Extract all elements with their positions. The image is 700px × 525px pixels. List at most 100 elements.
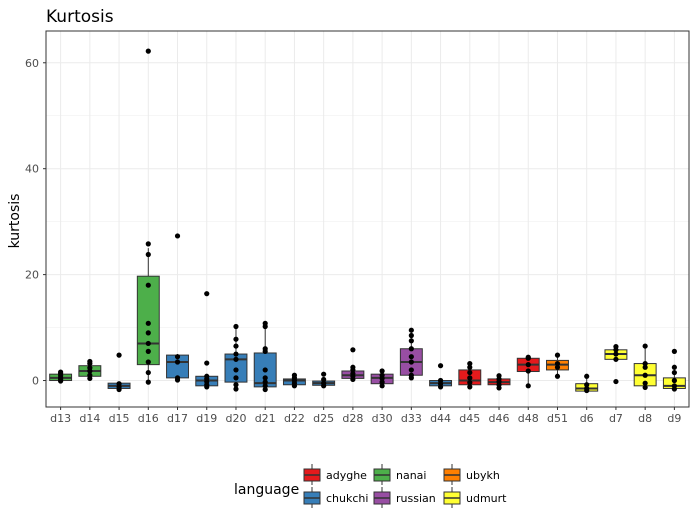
legend-item-adyghe: adyghe bbox=[303, 464, 367, 485]
data-point bbox=[408, 367, 414, 373]
y-tick-label: 60 bbox=[25, 57, 39, 70]
data-point bbox=[408, 372, 414, 378]
x-tick-label: d48 bbox=[518, 412, 539, 425]
legend-title: language bbox=[234, 482, 299, 498]
data-point bbox=[671, 369, 677, 376]
data-point bbox=[408, 338, 414, 344]
data-point bbox=[496, 373, 502, 379]
data-point bbox=[613, 344, 619, 350]
legend-label: russian bbox=[396, 492, 436, 505]
data-point bbox=[174, 233, 181, 239]
data-point bbox=[613, 351, 619, 357]
data-point bbox=[58, 369, 64, 375]
data-point bbox=[437, 377, 444, 384]
box-d8 bbox=[633, 343, 657, 391]
data-point bbox=[321, 371, 327, 377]
legend-label: nanai bbox=[396, 469, 426, 482]
data-point bbox=[467, 369, 473, 376]
data-point bbox=[145, 379, 151, 385]
data-point bbox=[350, 364, 356, 370]
legend-label: adyghe bbox=[326, 469, 367, 482]
x-tick-label: d22 bbox=[284, 412, 305, 425]
box-d13 bbox=[49, 369, 73, 384]
y-tick-label: 20 bbox=[25, 269, 39, 282]
box-d51 bbox=[546, 352, 569, 379]
data-point bbox=[174, 354, 181, 360]
data-point bbox=[262, 367, 268, 373]
data-point bbox=[525, 383, 531, 389]
data-point bbox=[671, 364, 677, 370]
data-point bbox=[174, 359, 181, 365]
data-point bbox=[321, 380, 327, 386]
data-point bbox=[262, 375, 268, 381]
data-point bbox=[145, 241, 151, 247]
data-point bbox=[525, 362, 531, 368]
box-d48 bbox=[516, 354, 540, 389]
data-point bbox=[145, 340, 151, 347]
data-point bbox=[87, 358, 93, 365]
legend-item-nanai: nanai bbox=[373, 464, 426, 485]
x-tick-label: d25 bbox=[313, 412, 334, 425]
data-point bbox=[262, 379, 268, 385]
data-point bbox=[642, 360, 648, 367]
x-tick-label: d14 bbox=[79, 412, 100, 425]
data-point bbox=[145, 251, 151, 258]
legend-label: ubykh bbox=[466, 469, 500, 482]
chart-title: Kurtosis bbox=[46, 7, 114, 27]
data-point bbox=[467, 380, 473, 386]
data-point bbox=[671, 377, 677, 384]
data-point bbox=[233, 356, 239, 362]
data-point bbox=[525, 354, 531, 360]
data-point bbox=[525, 368, 531, 374]
box-d17 bbox=[166, 233, 189, 383]
x-tick-label: d28 bbox=[342, 412, 363, 425]
data-point bbox=[584, 385, 590, 392]
data-point bbox=[642, 380, 648, 386]
data-point bbox=[116, 352, 122, 358]
data-point bbox=[408, 327, 414, 333]
data-point bbox=[87, 365, 93, 371]
data-point bbox=[233, 386, 239, 392]
data-point bbox=[233, 382, 239, 388]
data-point bbox=[174, 375, 181, 381]
data-point bbox=[145, 320, 151, 326]
data-point bbox=[584, 373, 590, 379]
data-point bbox=[379, 368, 385, 374]
data-point bbox=[613, 378, 619, 385]
data-point bbox=[145, 359, 151, 365]
box-d28 bbox=[341, 347, 365, 383]
data-point bbox=[408, 332, 414, 339]
data-point bbox=[554, 360, 561, 367]
data-point bbox=[145, 348, 151, 354]
legend-item-ubykh: ubykh bbox=[443, 464, 500, 485]
data-point bbox=[437, 363, 444, 369]
x-tick-label: d30 bbox=[372, 412, 393, 425]
data-point bbox=[87, 372, 93, 378]
x-tick-label: d19 bbox=[196, 412, 217, 425]
data-point bbox=[554, 364, 561, 370]
x-tick-label: d6 bbox=[580, 412, 594, 425]
box-d21 bbox=[253, 320, 277, 393]
data-point bbox=[350, 347, 356, 353]
y-axis-title: kurtosis bbox=[7, 194, 23, 249]
box-d33 bbox=[399, 327, 423, 381]
y-tick-label: 0 bbox=[32, 375, 39, 388]
data-point bbox=[554, 352, 561, 358]
data-point bbox=[584, 382, 590, 388]
data-point bbox=[467, 364, 473, 370]
y-tick-label: 40 bbox=[25, 163, 39, 176]
box-d6 bbox=[575, 373, 599, 394]
data-point bbox=[554, 373, 561, 379]
data-point bbox=[642, 343, 648, 349]
x-tick-label: d15 bbox=[109, 412, 130, 425]
data-point bbox=[262, 383, 268, 389]
x-tick-label: d9 bbox=[667, 412, 681, 425]
x-tick-label: d13 bbox=[50, 412, 71, 425]
data-point bbox=[408, 346, 414, 352]
x-tick-label: d8 bbox=[638, 412, 652, 425]
data-point bbox=[233, 367, 239, 373]
legend-label: chukchi bbox=[326, 492, 368, 505]
data-point bbox=[613, 356, 619, 362]
box-d9 bbox=[662, 348, 686, 392]
